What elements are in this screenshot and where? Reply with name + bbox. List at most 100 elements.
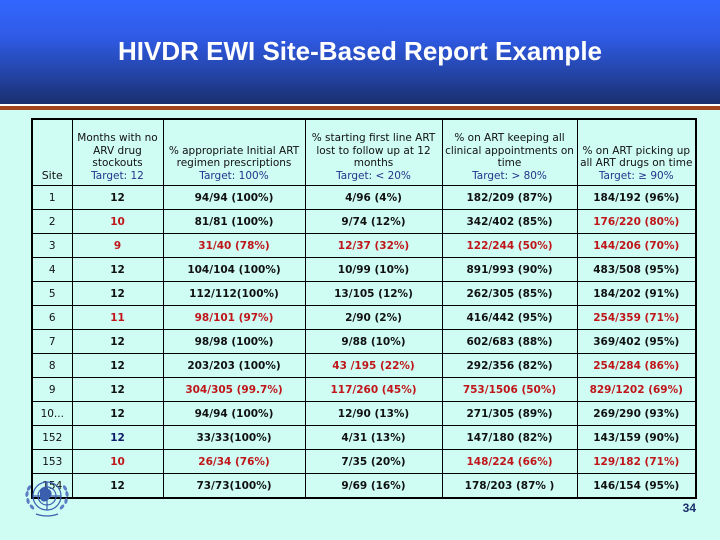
page-number: 34 <box>682 501 696 515</box>
cell-drug-pickup: 184/202 (91%) <box>576 281 697 306</box>
cell-appointments: 753/1506 (50%) <box>441 377 578 402</box>
table-row: 5 12 112/112(100%) 13/105 (12%) 262/305 (85%… <box>31 281 697 306</box>
cell-lost-to-follow-up: 4/96 (4%) <box>304 185 443 210</box>
cell-appointments: 262/305 (85%) <box>441 281 578 306</box>
cell-site: 7 <box>31 329 73 354</box>
cell-site: 1 <box>31 185 73 210</box>
cell-stockouts: 12 <box>71 257 164 282</box>
table-row: 10... 12 94/94 (100%) 12/90 (13%) 271/305 (8… <box>31 401 697 426</box>
cell-drug-pickup: 176/220 (80%) <box>576 209 697 234</box>
cell-stockouts: 12 <box>71 425 164 450</box>
cell-stockouts: 12 <box>71 353 164 378</box>
cell-appointments: 891/993 (90%) <box>441 257 578 282</box>
cell-lost-to-follow-up: 13/105 (12%) <box>304 281 443 306</box>
cell-lost-to-follow-up: 4/31 (13%) <box>304 425 443 450</box>
cell-initial-regimen: 304/305 (99.7%) <box>162 377 306 402</box>
cell-initial-regimen: 98/98 (100%) <box>162 329 306 354</box>
cell-drug-pickup: 143/159 (90%) <box>576 425 697 450</box>
cell-appointments: 416/442 (95%) <box>441 305 578 330</box>
cell-initial-regimen: 33/33(100%) <box>162 425 306 450</box>
cell-site: 3 <box>31 233 73 258</box>
header-appointments: % on ART keeping all clinical appointmen… <box>441 118 578 186</box>
cell-initial-regimen: 31/40 (78%) <box>162 233 306 258</box>
ewi-report-table: Site Months with no ARV drug stockouts Ta… <box>31 118 697 499</box>
cell-lost-to-follow-up: 117/260 (45%) <box>304 377 443 402</box>
target-label: Target: 12 <box>91 169 144 182</box>
header-initial-regimen: % appropriate Initial ART regimen prescr… <box>162 118 306 186</box>
target-label: Target: ≥ 90% <box>598 169 674 182</box>
cell-lost-to-follow-up: 2/90 (2%) <box>304 305 443 330</box>
cell-drug-pickup: 129/182 (71%) <box>576 449 697 474</box>
cell-stockouts: 12 <box>71 377 164 402</box>
cell-lost-to-follow-up: 9/69 (16%) <box>304 473 443 499</box>
table-header-row: Site Months with no ARV drug stockouts Ta… <box>31 118 697 186</box>
cell-site: 152 <box>31 425 73 450</box>
target-label: Target: > 80% <box>472 169 547 182</box>
cell-drug-pickup: 254/284 (86%) <box>576 353 697 378</box>
cell-site: 5 <box>31 281 73 306</box>
cell-drug-pickup: 146/154 (95%) <box>576 473 697 499</box>
cell-drug-pickup: 483/508 (95%) <box>576 257 697 282</box>
cell-appointments: 178/203 (87% ) <box>441 473 578 499</box>
table-row: 1 12 94/94 (100%) 4/96 (4%) 182/209 (87%) 184… <box>31 185 697 210</box>
header-site: Site <box>31 118 73 186</box>
cell-drug-pickup: 144/206 (70%) <box>576 233 697 258</box>
cell-stockouts: 11 <box>71 305 164 330</box>
cell-lost-to-follow-up: 9/74 (12%) <box>304 209 443 234</box>
cell-appointments: 292/356 (82%) <box>441 353 578 378</box>
cell-site: 9 <box>31 377 73 402</box>
cell-initial-regimen: 203/203 (100%) <box>162 353 306 378</box>
table-row: 3 9 31/40 (78%) 12/37 (32%) 122/244 (50%) 144… <box>31 233 697 258</box>
cell-stockouts: 10 <box>71 209 164 234</box>
cell-lost-to-follow-up: 7/35 (20%) <box>304 449 443 474</box>
title-bar: HIVDR EWI Site-Based Report Example <box>0 0 720 104</box>
table-row: 4 12 104/104 (100%) 10/99 (10%) 891/993 (90%… <box>31 257 697 282</box>
cell-stockouts: 12 <box>71 281 164 306</box>
page-title: HIVDR EWI Site-Based Report Example <box>118 36 602 66</box>
table-row: 154 12 73/73(100%) 9/69 (16%) 178/203 (87% )… <box>31 473 697 499</box>
cell-appointments: 271/305 (89%) <box>441 401 578 426</box>
table-row: 153 10 26/34 (76%) 7/35 (20%) 148/224 (66%) 1… <box>31 449 697 474</box>
cell-stockouts: 12 <box>71 401 164 426</box>
cell-stockouts: 9 <box>71 233 164 258</box>
un-world-emblem-icon <box>25 481 69 517</box>
target-label: Target: < 20% <box>336 169 411 182</box>
cell-site: 8 <box>31 353 73 378</box>
table-row: 6 11 98/101 (97%) 2/90 (2%) 416/442 (95%) 254… <box>31 305 697 330</box>
header-stockouts: Months with no ARV drug stockouts Target:… <box>71 118 164 186</box>
cell-appointments: 122/244 (50%) <box>441 233 578 258</box>
table-row: 7 12 98/98 (100%) 9/88 (10%) 602/683 (88%) 36… <box>31 329 697 354</box>
cell-initial-regimen: 73/73(100%) <box>162 473 306 499</box>
cell-lost-to-follow-up: 12/37 (32%) <box>304 233 443 258</box>
cell-site: 4 <box>31 257 73 282</box>
cell-appointments: 182/209 (87%) <box>441 185 578 210</box>
cell-drug-pickup: 829/1202 (69%) <box>576 377 697 402</box>
cell-drug-pickup: 184/192 (96%) <box>576 185 697 210</box>
table-row: 9 12 304/305 (99.7%) 117/260 (45%) 753/1506 … <box>31 377 697 402</box>
header-drug-pickup: % on ART picking up all ART drugs on tim… <box>576 118 697 186</box>
table-row: 152 12 33/33(100%) 4/31 (13%) 147/180 (82%) 1… <box>31 425 697 450</box>
cell-initial-regimen: 98/101 (97%) <box>162 305 306 330</box>
cell-initial-regimen: 81/81 (100%) <box>162 209 306 234</box>
target-label: Target: 100% <box>199 169 269 182</box>
cell-appointments: 602/683 (88%) <box>441 329 578 354</box>
cell-lost-to-follow-up: 43 /195 (22%) <box>304 353 443 378</box>
cell-drug-pickup: 254/359 (71%) <box>576 305 697 330</box>
cell-initial-regimen: 94/94 (100%) <box>162 401 306 426</box>
cell-appointments: 342/402 (85%) <box>441 209 578 234</box>
cell-stockouts: 12 <box>71 185 164 210</box>
cell-stockouts: 10 <box>71 449 164 474</box>
table-row: 2 10 81/81 (100%) 9/74 (12%) 342/402 (85%) 17… <box>31 209 697 234</box>
cell-lost-to-follow-up: 9/88 (10%) <box>304 329 443 354</box>
cell-appointments: 147/180 (82%) <box>441 425 578 450</box>
cell-site: 6 <box>31 305 73 330</box>
cell-lost-to-follow-up: 12/90 (13%) <box>304 401 443 426</box>
cell-site: 2 <box>31 209 73 234</box>
cell-drug-pickup: 369/402 (95%) <box>576 329 697 354</box>
table-row: 8 12 203/203 (100%) 43 /195 (22%) 292/356 (8… <box>31 353 697 378</box>
cell-drug-pickup: 269/290 (93%) <box>576 401 697 426</box>
cell-initial-regimen: 94/94 (100%) <box>162 185 306 210</box>
cell-site: 10... <box>31 401 73 426</box>
divider-rust <box>0 106 720 110</box>
divider-white <box>0 104 720 106</box>
